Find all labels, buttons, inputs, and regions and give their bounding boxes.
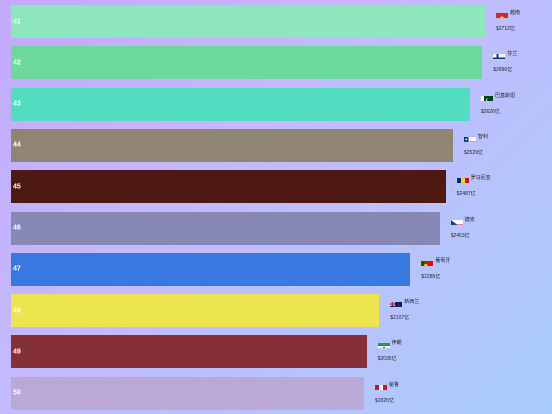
value-label: $2035亿 [377, 356, 397, 363]
value-label: $2487亿 [456, 191, 476, 198]
country-label: 越南 [510, 10, 521, 16]
value-label: $2626亿 [480, 108, 500, 115]
portugal-flag-icon [421, 257, 434, 266]
bar-43: 43 [11, 87, 470, 121]
romania-flag-icon [456, 174, 469, 184]
bar-49: 49 [11, 335, 367, 369]
bar-44: 44 [11, 128, 453, 162]
country-label: 巴基斯坦 [494, 92, 515, 99]
country-label: 伊朗 [391, 340, 402, 347]
country-label: 智利 [478, 133, 489, 140]
country-label: 捷克 [464, 216, 475, 223]
iran-flag-icon [377, 339, 390, 349]
bar-46: 46 [11, 211, 440, 245]
chile-flag-icon [464, 133, 476, 142]
country-label: 秘鲁 [389, 381, 400, 388]
value-label: $2529亿 [464, 149, 483, 156]
country-label: 新西兰 [404, 299, 420, 306]
bar-rank-label: 46 [13, 224, 21, 232]
value-label: $2107亿 [390, 315, 410, 322]
value-label: $2453亿 [450, 232, 470, 239]
country-label: 葡萄牙 [435, 257, 451, 264]
vietnam-flag-icon [496, 9, 508, 18]
bar-rank-label: 42 [13, 59, 21, 67]
bar-47: 47 [11, 252, 411, 286]
bar-rank-label: 44 [13, 141, 21, 149]
bar-41: 41 [11, 5, 485, 38]
bar-48: 48 [11, 294, 380, 328]
bar-42: 42 [11, 46, 483, 80]
value-label: $2285亿 [421, 273, 441, 280]
bar-rank-label: 48 [13, 307, 21, 315]
finland-flag-icon [493, 50, 506, 60]
bar-rank-label: 49 [13, 348, 21, 356]
bar-rank-label: 41 [13, 18, 21, 25]
czech-flag-icon [450, 216, 463, 225]
peru-flag-icon [375, 381, 388, 390]
bar-50: 50 [11, 376, 365, 410]
country-label: 芬兰 [507, 51, 518, 58]
bar-rank-label: 50 [13, 389, 21, 397]
bar-45: 45 [11, 170, 446, 204]
pakistan-flag-icon [480, 92, 493, 101]
country-label: 罗马尼亚 [470, 175, 491, 182]
bar-rank-label: 43 [13, 100, 21, 108]
value-label: $2020亿 [375, 397, 394, 404]
bar-rank-label: 47 [13, 265, 21, 273]
value-label: $2696亿 [493, 67, 513, 74]
new-zealand-flag-icon [390, 298, 403, 308]
bar-rank-label: 45 [13, 183, 21, 191]
value-label: $2712亿 [496, 26, 515, 32]
